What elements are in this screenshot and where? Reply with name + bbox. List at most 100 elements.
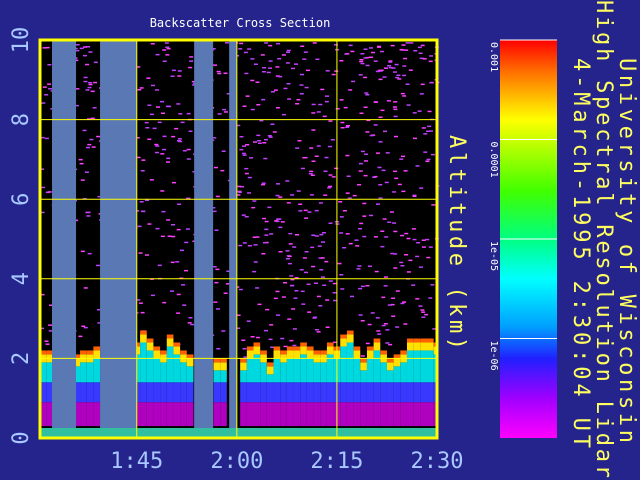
speckle (355, 245, 360, 247)
speckle (249, 157, 254, 159)
annotation: 4-March-1995 2:30:04 UT (568, 58, 593, 448)
backscatter-segment (293, 402, 301, 427)
speckle (213, 64, 217, 66)
speckle (167, 235, 172, 237)
speckle (339, 232, 344, 234)
backscatter-segment (186, 402, 194, 427)
backscatter-segment (260, 350, 267, 355)
speckle (247, 176, 252, 179)
x-tick-label: 2:15 (310, 449, 363, 474)
speckle (236, 314, 241, 316)
speckle (266, 71, 271, 74)
backscatter-segment (286, 358, 294, 383)
speckle (186, 112, 191, 115)
speckle (166, 157, 171, 160)
speckle (40, 168, 45, 170)
speckle (294, 277, 299, 279)
speckle (369, 214, 374, 217)
backscatter-segment (40, 350, 47, 355)
speckle (373, 60, 378, 62)
data-gap (194, 40, 214, 438)
speckle (393, 101, 398, 103)
speckle (375, 317, 380, 319)
speckle (385, 342, 390, 344)
speckle (314, 155, 319, 157)
speckle (44, 340, 49, 342)
speckle (171, 135, 176, 138)
speckle (75, 49, 80, 52)
speckle (400, 302, 405, 305)
speckle (216, 348, 221, 350)
speckle (393, 115, 398, 118)
speckle (275, 194, 280, 197)
backscatter-segment (173, 342, 181, 347)
speckle (309, 194, 314, 196)
speckle (296, 99, 301, 101)
backscatter-segment (153, 350, 161, 359)
speckle (357, 184, 362, 186)
speckle (150, 43, 155, 45)
speckle (214, 229, 219, 231)
speckle (311, 103, 316, 106)
backscatter-segment (293, 358, 301, 383)
speckle (420, 44, 425, 47)
speckle (211, 207, 216, 209)
speckle (273, 297, 278, 300)
speckle (277, 218, 282, 220)
backscatter-segment (340, 346, 347, 383)
speckle (316, 331, 321, 333)
speckle (285, 180, 290, 182)
speckle (264, 138, 268, 141)
speckle (289, 339, 294, 342)
speckle (270, 123, 275, 125)
speckle (293, 297, 298, 299)
speckle (385, 329, 390, 331)
speckle (365, 285, 370, 287)
speckle (319, 233, 324, 236)
speckle (237, 190, 242, 193)
speckle (268, 338, 273, 341)
backscatter-segment (93, 346, 101, 351)
backscatter-segment (286, 350, 294, 359)
speckle (377, 166, 382, 169)
backscatter-segment (260, 362, 267, 383)
speckle (425, 160, 430, 162)
speckle (393, 108, 398, 111)
speckle (226, 270, 231, 272)
backscatter-segment (160, 362, 167, 383)
speckle (242, 145, 246, 147)
speckle (146, 77, 151, 79)
speckle (377, 69, 382, 72)
speckle (138, 302, 143, 304)
speckle (377, 333, 382, 335)
speckle (383, 130, 387, 133)
speckle (339, 99, 344, 101)
speckle (161, 112, 165, 114)
speckle (88, 82, 93, 84)
speckle (404, 49, 409, 51)
speckle (217, 113, 222, 115)
speckle (424, 313, 429, 316)
speckle (380, 109, 385, 112)
speckle (255, 81, 260, 83)
speckle (402, 65, 407, 67)
speckle (412, 195, 417, 197)
speckle (394, 177, 399, 180)
backscatter-segment (313, 350, 321, 355)
speckle (189, 60, 194, 62)
speckle (402, 95, 407, 97)
speckle (299, 93, 304, 95)
backscatter-segment (40, 362, 47, 383)
speckle (376, 330, 381, 332)
speckle (274, 220, 279, 222)
backscatter-segment (406, 350, 414, 383)
backscatter-segment (420, 342, 427, 351)
speckle (324, 260, 329, 263)
speckle (421, 239, 426, 241)
speckle (239, 148, 244, 151)
speckle (323, 194, 328, 196)
backscatter-segment (213, 362, 221, 371)
speckle (241, 339, 246, 341)
speckle (340, 121, 345, 124)
